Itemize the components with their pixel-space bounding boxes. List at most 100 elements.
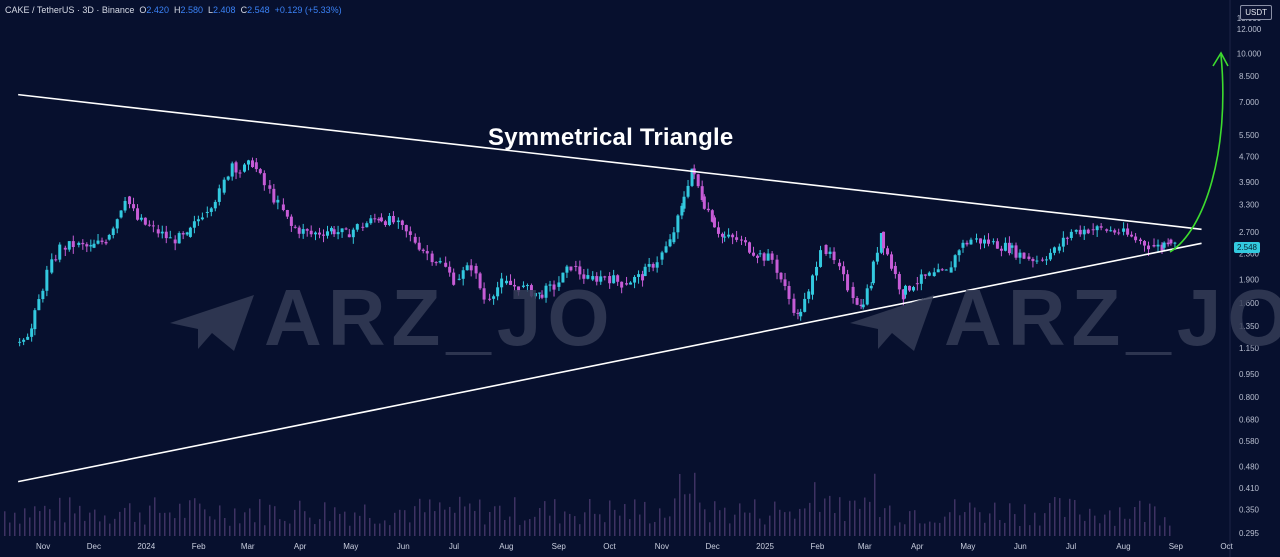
candle-body (474, 265, 478, 274)
candle-body (379, 217, 383, 222)
candle-body (200, 217, 204, 220)
volume-bar (319, 519, 321, 536)
volume-bar (414, 506, 416, 536)
volume-bar (389, 525, 391, 536)
candle-body (1022, 252, 1026, 259)
candle-body (1018, 252, 1022, 258)
candle-body (111, 228, 115, 236)
volume-bar (609, 500, 611, 536)
candle-body (875, 252, 879, 262)
candle-body (329, 227, 333, 232)
candle-body (897, 274, 901, 290)
candle-body (1105, 229, 1109, 231)
volume-bar (1019, 525, 1021, 536)
volume-bar (114, 518, 116, 536)
volume-bar (684, 494, 686, 536)
x-tick-label: Feb (192, 542, 206, 551)
volume-bar (334, 507, 336, 536)
volume-bar (404, 510, 406, 536)
candle-body (846, 274, 850, 291)
volume-bar (154, 497, 156, 536)
x-tick-label: Jul (449, 542, 459, 551)
volume-bar (1129, 518, 1131, 536)
volume-bar (789, 511, 791, 536)
candle-body (71, 241, 75, 248)
volume-bar (894, 525, 896, 536)
volume-bar (1104, 514, 1106, 536)
candle-body (262, 173, 266, 186)
candle-body (18, 341, 22, 343)
candle-body (387, 215, 391, 225)
candle-body (975, 238, 979, 240)
change-value: +0.129 (+5.33%) (274, 5, 342, 15)
candle-body (890, 254, 894, 269)
volume-bar (524, 520, 526, 536)
volume-bar (759, 518, 761, 536)
volume-bar (169, 512, 171, 536)
candle-body (217, 188, 221, 202)
open-value: 2.420 (146, 5, 169, 15)
candle-body (893, 265, 897, 275)
volume-bar (384, 520, 386, 536)
volume-bar (229, 525, 231, 536)
candle-body (625, 283, 629, 285)
candle-body (838, 262, 842, 267)
candle-body (923, 274, 927, 276)
candle-body (861, 304, 865, 308)
candle-body (107, 235, 111, 240)
candle-body (22, 339, 26, 342)
watermark-left: ARZ_JO (168, 272, 616, 364)
x-tick-label: Dec (87, 542, 101, 551)
volume-bar (254, 522, 256, 536)
trendline-lower[interactable] (17, 242, 1202, 483)
candle-body (655, 262, 659, 268)
candle-body (1091, 229, 1095, 231)
candle-body (258, 169, 262, 174)
currency-button[interactable]: USDT (1240, 5, 1272, 20)
y-tick-label: 10.000 (1237, 50, 1262, 59)
candle-body (731, 234, 735, 238)
volume-bar (669, 516, 671, 536)
watermark-right: ARZ_JO (848, 272, 1280, 364)
volume-bar (64, 522, 66, 536)
volume-bar (639, 514, 641, 536)
candle-body (651, 264, 655, 268)
volume-bar (994, 502, 996, 536)
volume-bar (49, 509, 51, 536)
volume-bar (584, 512, 586, 536)
candle-body (548, 284, 552, 286)
volume-bar (529, 519, 531, 536)
x-tick-label: Jul (1066, 542, 1076, 551)
volume-bar (69, 497, 71, 536)
volume-bar (504, 519, 506, 536)
volume-bar (909, 511, 911, 536)
candle-body (832, 251, 836, 261)
volume-bar (929, 521, 931, 536)
volume-bar (844, 520, 846, 536)
volume-bar (4, 511, 6, 536)
candle-body (643, 266, 647, 277)
telegram-icon (850, 294, 934, 351)
candles (18, 157, 1177, 347)
candle-body (92, 243, 96, 248)
candle-body (664, 246, 668, 253)
candle-body (289, 216, 293, 226)
x-tick-label: Sep (552, 542, 567, 551)
trendline-upper[interactable] (18, 93, 1202, 231)
x-tick-label: Dec (705, 542, 719, 551)
symbol-label[interactable]: CAKE / TetherUS · 3D · Binance (5, 5, 135, 15)
candle-body (842, 266, 846, 275)
volume-bar (749, 512, 751, 536)
volume-bar (179, 503, 181, 536)
candle-body (301, 229, 305, 234)
candle-body (1152, 244, 1156, 247)
candle-body (1074, 229, 1078, 232)
candle-body (936, 269, 940, 273)
candle-body (268, 185, 272, 189)
volume-bar (814, 482, 816, 536)
volume-bar (1154, 506, 1156, 536)
candle-body (33, 310, 37, 330)
volume-bar (459, 496, 461, 536)
breakout-arrow[interactable] (1169, 51, 1229, 253)
